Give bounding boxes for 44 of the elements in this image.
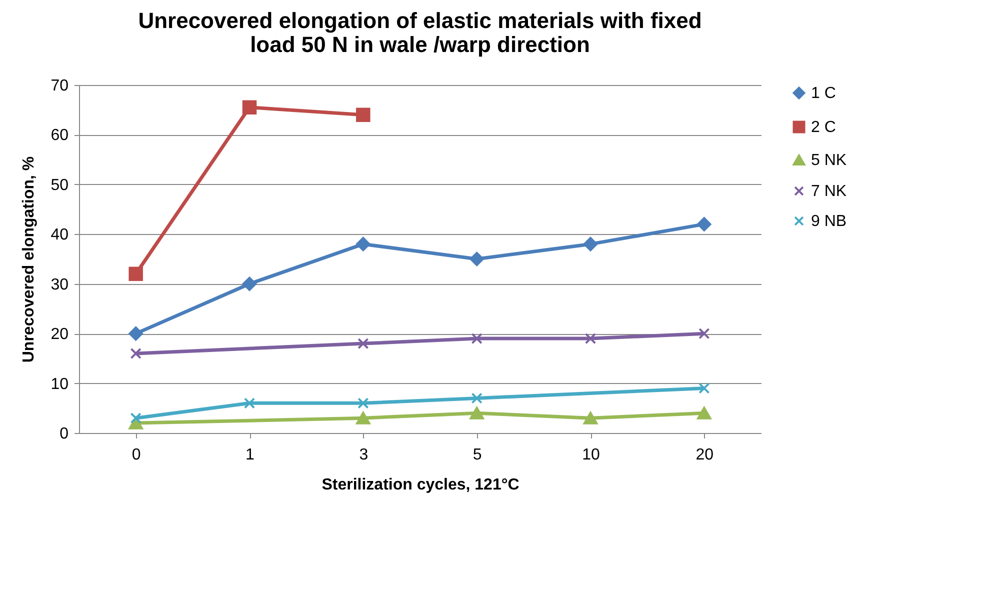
point — [583, 236, 598, 252]
point — [471, 332, 482, 344]
point — [470, 252, 484, 266]
x-tick-label: 20 — [696, 446, 714, 464]
x-tick-label: 1 — [246, 446, 255, 464]
y-axis-title: Unrecovered elongation, % — [20, 156, 38, 363]
legend-label: 9 NB — [811, 213, 847, 230]
legend-label: 2 C — [811, 119, 836, 136]
y-tick-label: 0 — [60, 426, 69, 442]
x-tick-label: 0 — [132, 446, 141, 464]
x-tick-label: 3 — [359, 446, 368, 464]
y-tick-label: 10 — [50, 376, 69, 393]
point — [356, 236, 370, 252]
legend-label: 5 NK — [811, 152, 847, 169]
legend-label: 1 C — [811, 85, 836, 102]
y-tick-label: 20 — [50, 326, 69, 344]
legend-label: 7 NK — [811, 183, 847, 200]
point — [128, 326, 143, 341]
y-tick-label: 30 — [50, 276, 69, 294]
x-tick-label: 10 — [582, 446, 600, 464]
x-tick-label: 5 — [472, 446, 482, 464]
point — [244, 398, 256, 409]
point — [697, 217, 712, 232]
point — [698, 382, 710, 394]
point — [242, 276, 257, 291]
point — [128, 266, 143, 282]
point — [242, 100, 257, 114]
point — [698, 328, 710, 340]
point — [470, 406, 484, 420]
point — [358, 398, 369, 409]
chart-title: Unrecovered elongation of elastic materials with fixed load 50 N in wale /warp direction — [138, 8, 702, 57]
x-axis-title: Sterilization cycles, 121°C — [322, 476, 520, 494]
point — [356, 108, 370, 122]
point — [356, 412, 370, 424]
point — [583, 412, 598, 424]
y-tick-label: 70 — [50, 78, 69, 94]
point — [584, 332, 596, 344]
point — [697, 406, 712, 420]
y-tick-label: 50 — [50, 176, 69, 194]
point — [471, 392, 482, 404]
point — [358, 338, 369, 350]
y-tick-label: 40 — [50, 226, 69, 244]
y-tick-label: 60 — [50, 127, 69, 144]
point — [130, 348, 142, 360]
